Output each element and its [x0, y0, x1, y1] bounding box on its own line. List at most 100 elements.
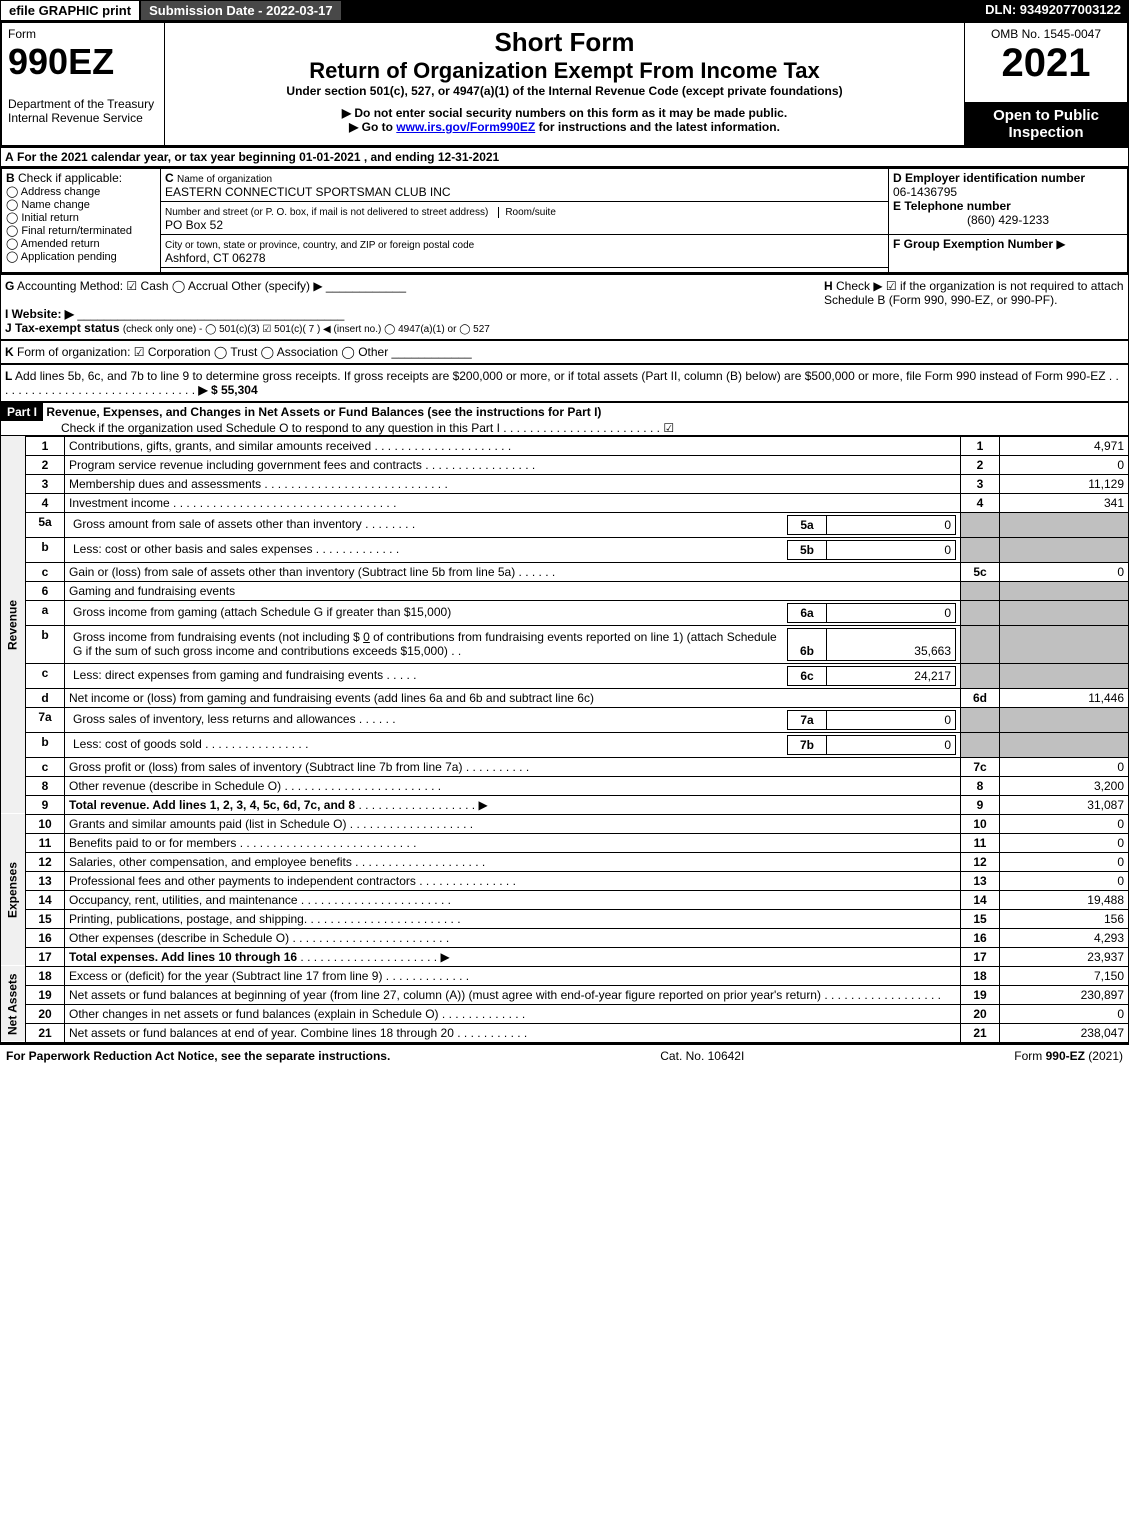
irs-link[interactable]: www.irs.gov/Form990EZ [396, 120, 535, 134]
line8-num: 8 [26, 776, 65, 795]
line7c-box: 7c [961, 757, 1000, 776]
line20-num: 20 [26, 1004, 65, 1023]
line10-box: 10 [961, 814, 1000, 833]
line21-desc: Net assets or fund balances at end of ye… [65, 1023, 961, 1042]
footer-mid: Cat. No. 10642I [660, 1049, 744, 1063]
submission-date: Submission Date - 2022-03-17 [140, 0, 342, 21]
line6d-box: 6d [961, 688, 1000, 707]
short-form-title: Short Form [171, 27, 958, 58]
line19-amt: 230,897 [1000, 985, 1129, 1004]
cb-final[interactable]: ◯ Final return/terminated [6, 224, 156, 237]
side-expenses: Expenses [1, 814, 26, 966]
g-other: Other (specify) ▶ [231, 279, 322, 293]
line19-desc: Net assets or fund balances at beginning… [65, 985, 961, 1004]
line6b-desc: Gross income from fundraising events (no… [65, 625, 961, 663]
line17-amt: 23,937 [1000, 947, 1129, 966]
line6c-num: c [26, 663, 65, 688]
line13-amt: 0 [1000, 871, 1129, 890]
line10-amt: 0 [1000, 814, 1129, 833]
line6-shade2 [1000, 581, 1129, 600]
return-title: Return of Organization Exempt From Incom… [171, 58, 958, 84]
line15-box: 15 [961, 909, 1000, 928]
line6c-shade [961, 663, 1000, 688]
street: PO Box 52 [165, 218, 223, 232]
line5c-amt: 0 [1000, 562, 1129, 581]
info-block: B Check if applicable: ◯ Address change … [0, 167, 1129, 274]
line13-desc: Professional fees and other payments to … [65, 871, 961, 890]
line6b-shade2 [1000, 625, 1129, 663]
line7b-desc: Less: cost of goods sold . . . . . . . .… [65, 732, 961, 757]
l-amount: ▶ $ 55,304 [198, 383, 257, 397]
line5c-box: 5c [961, 562, 1000, 581]
form-word: Form [8, 27, 36, 41]
cb-amended[interactable]: ◯ Amended return [6, 237, 156, 250]
line6b-num: b [26, 625, 65, 663]
cb-address[interactable]: ◯ Address change [6, 185, 156, 198]
line7a-num: 7a [26, 707, 65, 732]
label-e: E Telephone number [893, 199, 1011, 213]
line10-desc: Grants and similar amounts paid (list in… [65, 814, 961, 833]
label-c: C [165, 171, 174, 185]
line7a-shade2 [1000, 707, 1129, 732]
form-header: Form 990EZ Department of the Treasury In… [0, 21, 1129, 147]
cb-name[interactable]: ◯ Name change [6, 198, 156, 211]
section-a-text: For the 2021 calendar year, or tax year … [17, 150, 499, 164]
line6c-desc: Less: direct expenses from gaming and fu… [65, 663, 961, 688]
line5a-desc: Gross amount from sale of assets other t… [65, 512, 961, 537]
line15-amt: 156 [1000, 909, 1129, 928]
open-public: Open to Public Inspection [965, 102, 1129, 146]
part1-check-text: Check if the organization used Schedule … [1, 421, 500, 435]
omb: OMB No. 1545-0047 [971, 27, 1121, 41]
line5c-num: c [26, 562, 65, 581]
city: Ashford, CT 06278 [165, 251, 266, 265]
line3-amt: 11,129 [1000, 474, 1129, 493]
section-k: K Form of organization: ☑ Corporation ◯ … [0, 340, 1129, 364]
line16-desc: Other expenses (describe in Schedule O) … [65, 928, 961, 947]
line6d-amt: 11,446 [1000, 688, 1129, 707]
c-name-label: Name of organization [177, 174, 272, 185]
line13-num: 13 [26, 871, 65, 890]
line6-desc: Gaming and fundraising events [65, 581, 961, 600]
line1-box: 1 [961, 436, 1000, 455]
label-f: F Group Exemption Number [893, 237, 1053, 251]
label-a: A [5, 150, 14, 164]
part1-check: ☑ [663, 421, 674, 435]
j-text: (check only one) - ◯ 501(c)(3) ☑ 501(c)(… [123, 324, 490, 335]
label-l: L [5, 369, 12, 383]
line20-desc: Other changes in net assets or fund bala… [65, 1004, 961, 1023]
street-label: Number and street (or P. O. box, if mail… [165, 207, 488, 218]
line10-num: 10 [26, 814, 65, 833]
line9-amt: 31,087 [1000, 795, 1129, 814]
label-j: J Tax-exempt status [5, 321, 120, 335]
b-heading: Check if applicable: [18, 171, 122, 185]
line8-box: 8 [961, 776, 1000, 795]
line21-box: 21 [961, 1023, 1000, 1042]
cb-initial[interactable]: ◯ Initial return [6, 211, 156, 224]
line15-num: 15 [26, 909, 65, 928]
cb-pending[interactable]: ◯ Application pending [6, 250, 156, 263]
part1-title: Revenue, Expenses, and Changes in Net As… [46, 405, 601, 419]
line2-desc: Program service revenue including govern… [65, 455, 961, 474]
efile-label: efile GRAPHIC print [0, 0, 140, 21]
top-bar: efile GRAPHIC print Submission Date - 20… [0, 0, 1129, 21]
line4-desc: Investment income . . . . . . . . . . . … [65, 493, 961, 512]
line7c-amt: 0 [1000, 757, 1129, 776]
line17-box: 17 [961, 947, 1000, 966]
line9-box: 9 [961, 795, 1000, 814]
k-text: Form of organization: ☑ Corporation ◯ Tr… [17, 345, 388, 359]
line16-num: 16 [26, 928, 65, 947]
part1-header: Part I Revenue, Expenses, and Changes in… [0, 402, 1129, 436]
line17-desc: Total expenses. Add lines 10 through 16 … [65, 947, 961, 966]
goto-note: ▶ Go to www.irs.gov/Form990EZ for instru… [171, 120, 958, 134]
line5a-shade2 [1000, 512, 1129, 537]
line5a-shade [961, 512, 1000, 537]
line18-box: 18 [961, 966, 1000, 985]
line18-amt: 7,150 [1000, 966, 1129, 985]
line7a-shade [961, 707, 1000, 732]
line9-desc: Total revenue. Add lines 1, 2, 3, 4, 5c,… [65, 795, 961, 814]
line7b-shade [961, 732, 1000, 757]
line20-amt: 0 [1000, 1004, 1129, 1023]
line7a-desc: Gross sales of inventory, less returns a… [65, 707, 961, 732]
footer: For Paperwork Reduction Act Notice, see … [0, 1043, 1129, 1067]
form-number: 990EZ [8, 41, 114, 82]
